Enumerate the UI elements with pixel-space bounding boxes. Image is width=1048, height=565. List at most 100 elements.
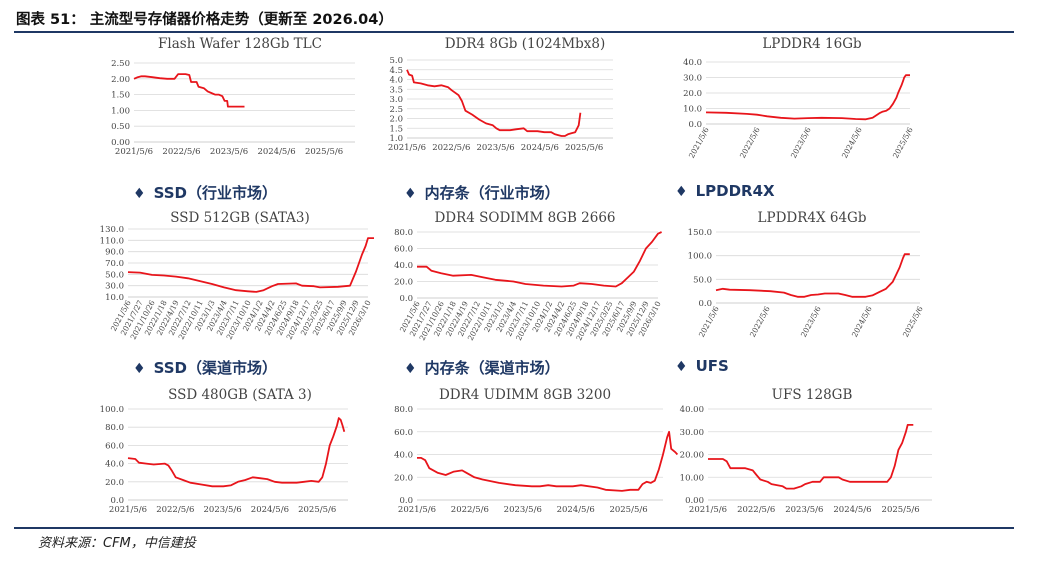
x-tick-label: 2021/5/6 [388,143,426,153]
y-tick-label: 40.0 [105,460,124,470]
x-tick-label: 2021/5/6 [697,305,721,339]
y-tick-label: 2.0 [389,115,403,125]
chart-title: SSD 512GB (SATA3) [170,210,310,226]
x-tick-label: 2021/5/6 [109,505,147,515]
section-dram-module-channel: ♦ 内存条（渠道市场） [404,357,560,378]
y-tick-label: 2.00 [111,75,130,85]
chart-title: DDR4 UDIMM 8GB 3200 [439,387,611,403]
section-ssd-channel: ♦ SSD（渠道市场） [133,357,277,378]
y-tick-label: 80.0 [394,228,413,238]
section-label: 内存条（行业市场） [424,184,560,202]
chart-title: Flash Wafer 128Gb TLC [158,36,322,52]
y-tick-label: 0.0 [688,120,702,130]
y-tick-label: 0.0 [698,299,712,309]
x-tick-label: 2024/5/6 [251,505,289,515]
x-tick-label: 2021/5/6 [689,505,727,515]
x-tick-label: 2024/5/6 [521,143,559,153]
y-tick-label: 0.0 [399,496,413,506]
chart-ddr4-udimm-8gb-3200: DDR4 UDIMM 8GB 3200 0.0 20.0 40.0 60.0 80.0 20… [394,387,679,515]
x-tick-label: 2022/5/6 [737,505,775,515]
y-tick-label: 1.00 [111,106,130,116]
y-tick-label: 110.0 [100,236,124,246]
x-tick-label: 2022/5/6 [432,143,470,153]
y-tick-label: 60.0 [394,245,413,255]
x-tick-label: 2023/5/6 [476,143,514,153]
section-lpddr4x: ♦ LPDDR4X [675,182,775,200]
y-tick-label: 100.0 [688,252,712,262]
chart-title: SSD 480GB (SATA 3) [168,387,312,403]
y-tick-label: 10.00 [680,473,704,483]
chart-ufs-128gb: UFS 128GB 0.00 10.00 20.00 30.00 40.00 2021/5/… [680,387,932,515]
y-tick-label: 150.0 [688,228,712,238]
y-tick-label: 30.0 [683,74,702,84]
section-ufs: ♦ UFS [675,357,729,375]
price-series-line [417,430,679,492]
y-tick-label: 50.0 [105,270,124,280]
diamond-bullet-icon: ♦ [404,186,417,202]
top-rule [14,31,1014,33]
x-tick-label: 2023/5/6 [210,147,248,157]
price-series-line [708,424,914,490]
price-series-line [417,231,662,288]
diamond-bullet-icon: ♦ [675,359,688,375]
chart-ssd-512gb-sata3: SSD 512GB (SATA3) 10.030.0 50.070.090.0 110… [100,210,374,341]
x-tick-label: 2023/5/6 [204,505,242,515]
chart-ddr4-8gb: DDR4 8Gb (1024Mbx8) 1.01.52.02.53.03.54.0… [388,36,613,153]
x-tick-label: 2021/5/6 [687,126,711,160]
diamond-bullet-icon: ♦ [133,361,146,377]
source-note: 资料来源：CFM，中信建投 [38,536,196,551]
x-tick-label: 2023/5/6 [799,305,823,339]
diamond-bullet-icon: ♦ [675,184,688,200]
y-tick-label: 10.0 [105,293,124,303]
diamond-bullet-icon: ♦ [133,186,146,202]
y-tick-label: 0.0 [399,294,413,304]
x-tick-label: 2025/5/6 [882,505,920,515]
section-label: SSD（行业市场） [153,184,277,202]
price-series-line [133,73,245,108]
y-tick-label: 3.0 [389,95,403,105]
y-tick-label: 80.0 [105,423,124,433]
y-tick-label: 4.5 [389,66,403,76]
chart-title: LPDDR4X 64Gb [758,210,867,226]
section-ssd-industry: ♦ SSD（行业市场） [133,182,277,203]
x-tick-label: 2022/5/6 [162,147,200,157]
x-tick-label: 2024/5/6 [850,305,874,339]
x-tick-label: 2022/5/6 [748,305,772,339]
y-tick-label: 0.0 [110,496,124,506]
y-tick-label: 5.0 [389,56,403,66]
y-tick-label: 20.00 [680,451,704,461]
section-dram-module-industry: ♦ 内存条（行业市场） [404,182,560,203]
x-tick-label: 2023/5/6 [785,505,823,515]
chart-lpddr4x-64gb: LPDDR4X 64Gb 0.0 50.0 100.0 150.0 2021/5/6 202… [688,210,925,339]
y-tick-label: 40.0 [394,451,413,461]
x-tick-label: 2021/5/6 [115,147,153,157]
diamond-bullet-icon: ♦ [404,361,417,377]
y-tick-label: 20.0 [105,478,124,488]
x-tick-label: 2024/5/6 [833,505,871,515]
x-tick-label: 2022/5/6 [156,505,194,515]
y-tick-label: 40.00 [680,405,704,415]
bottom-rule [14,527,1014,529]
y-tick-label: 0.00 [685,496,704,506]
y-tick-label: 20.0 [394,278,413,288]
y-tick-label: 1.5 [389,124,403,134]
x-tick-label: 2025/5/6 [298,505,336,515]
y-tick-label: 40.0 [394,261,413,271]
y-tick-label: 3.5 [389,85,403,95]
y-tick-label: 80.0 [394,405,413,415]
y-tick-label: 30.00 [680,428,704,438]
x-tick-label: 2025/5/6 [565,143,603,153]
y-tick-label: 50.0 [693,275,712,285]
chart-title: DDR4 8Gb (1024Mbx8) [445,36,606,52]
figure-title: 图表 51： 主流型号存储器价格走势（更新至 2026.04） [16,12,393,28]
y-tick-label: 1.0 [389,134,403,144]
x-tick-label: 2025/5/6 [609,505,647,515]
x-tick-label: 2022/5/6 [451,505,489,515]
y-tick-label: 2.50 [111,59,130,69]
x-tick-label: 2023/5/6 [789,126,813,160]
section-label: UFS [695,357,729,375]
y-tick-label: 1.50 [111,91,130,101]
x-tick-label: 2025/5/6 [305,147,343,157]
chart-ddr4-sodimm-8gb-2666: DDR4 SODIMM 8GB 26660.020.040.060.080.02… [394,210,663,342]
y-tick-label: 20.0 [683,89,702,99]
